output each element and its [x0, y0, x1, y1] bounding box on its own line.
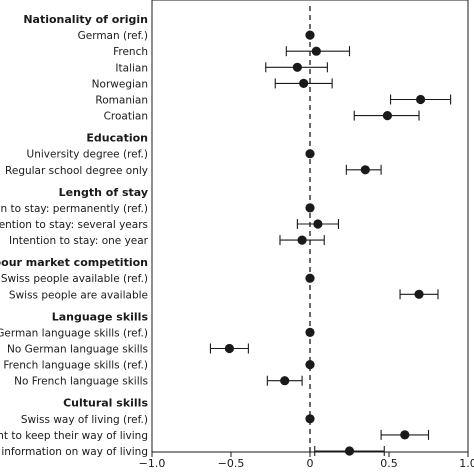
- estimate-point: [305, 149, 315, 159]
- x-tick-label: −1.0: [139, 457, 166, 470]
- group-label: Labour market competition: [0, 256, 148, 269]
- category-label: Swiss way of living (ref.): [21, 414, 148, 426]
- category-label: Norwegian: [92, 78, 148, 90]
- category-label: German language skills (ref.): [0, 327, 148, 339]
- estimate-point: [224, 343, 235, 354]
- estimate-point: [400, 430, 410, 440]
- data-marks: [209, 30, 452, 456]
- estimate-point: [297, 235, 307, 245]
- estimate-point: [344, 446, 355, 456]
- x-tick-label: −0.5: [218, 457, 245, 470]
- estimate-point: [305, 203, 315, 213]
- estimate-point: [360, 165, 370, 175]
- group-label: Cultural skills: [63, 397, 148, 410]
- estimate-point: [382, 111, 393, 121]
- group-label: Length of stay: [59, 186, 148, 199]
- category-label: No Swiss people available (ref.): [0, 273, 148, 285]
- x-tick-label: 0.5: [380, 457, 398, 470]
- category-label: No German language skills: [7, 344, 148, 356]
- estimate-point: [414, 289, 424, 299]
- estimate-point: [416, 94, 426, 105]
- category-label: Intention to stay: permanently (ref.): [0, 203, 148, 215]
- category-label: University degree (ref.): [27, 149, 148, 161]
- estimate-point: [305, 414, 315, 424]
- estimate-point: [305, 360, 315, 370]
- category-label: Intention to stay: one year: [9, 235, 149, 247]
- category-label: Swiss people are available: [9, 289, 148, 301]
- group-label: Language skills: [52, 310, 149, 323]
- estimate-point: [299, 78, 309, 88]
- x-axis: −1.0 −0.5 0 0.5 1.0: [139, 452, 474, 470]
- category-label: Intention to stay: several years: [0, 219, 148, 231]
- estimate-point: [305, 273, 315, 283]
- category-label: No French language skills: [14, 376, 148, 388]
- estimate-point: [280, 376, 290, 386]
- category-label: German (ref.): [78, 30, 148, 42]
- group-label: Nationality of origin: [23, 13, 148, 26]
- category-labels: Nationality of origin German (ref.) French…: [0, 13, 149, 458]
- group-label: Education: [86, 132, 148, 145]
- category-label: French language skills (ref.): [3, 360, 148, 372]
- category-label: Croatian: [104, 111, 148, 123]
- category-label: French: [113, 46, 148, 58]
- estimate-point: [305, 327, 315, 337]
- category-label: Want to keep their way of living: [0, 430, 148, 442]
- estimate-point: [313, 219, 323, 229]
- category-label: No information on way of living: [0, 446, 148, 458]
- estimate-point: [305, 30, 315, 40]
- category-label: Regular school degree only: [5, 165, 148, 177]
- estimate-point: [292, 62, 302, 72]
- x-tick-label: 1.0: [459, 457, 474, 470]
- category-label: Italian: [115, 62, 148, 74]
- estimate-point: [311, 46, 321, 56]
- category-label: Romanian: [95, 95, 148, 107]
- x-tick-label: 0: [307, 457, 314, 470]
